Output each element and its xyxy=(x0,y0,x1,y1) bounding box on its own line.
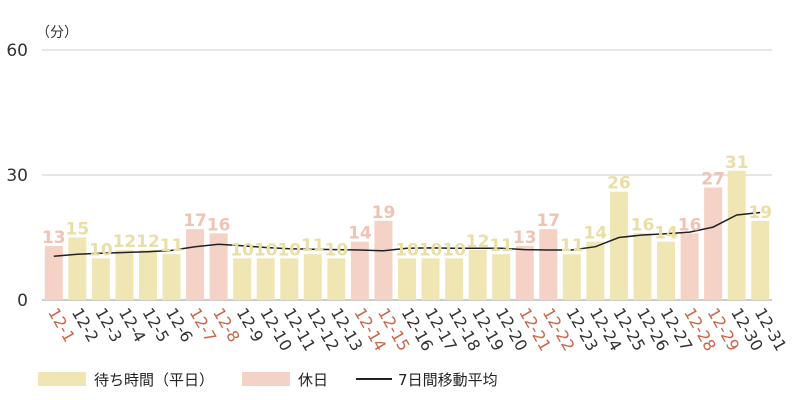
bar-value-label: 19 xyxy=(372,203,396,223)
holiday-bar xyxy=(350,241,369,300)
weekday-bar xyxy=(68,237,87,300)
holiday-bar xyxy=(209,233,228,300)
legend-average-label: 7日間移動平均 xyxy=(398,370,498,389)
weekday-bar xyxy=(492,254,511,300)
bar-value-label: 13 xyxy=(513,228,537,248)
bar-value-label: 19 xyxy=(748,203,772,223)
bar-value-label: 26 xyxy=(607,174,631,194)
legend-average-swatch xyxy=(356,378,393,380)
bar-value-label: 16 xyxy=(631,215,655,235)
holiday-bar xyxy=(539,229,558,300)
bar-value-label: 10 xyxy=(277,240,301,260)
bar-value-label: 10 xyxy=(395,240,419,260)
weekday-bar xyxy=(562,254,581,300)
bar-value-label: 12 xyxy=(136,232,160,252)
weekday-bar xyxy=(162,254,181,300)
legend-weekday-label: 待ち時間（平日） xyxy=(94,370,215,389)
bar-value-label: 14 xyxy=(348,224,372,244)
holiday-bar xyxy=(515,245,534,300)
holiday-bar xyxy=(680,233,699,300)
weekday-bar xyxy=(303,254,322,300)
bar-value-label: 16 xyxy=(207,215,231,235)
moving-average xyxy=(53,211,761,258)
bar-value-label: 10 xyxy=(325,240,349,260)
weekday-bar xyxy=(115,250,134,300)
holiday-bar xyxy=(374,220,393,300)
bar-value-label: 11 xyxy=(560,236,584,256)
y-tick-label: 30 xyxy=(6,166,28,186)
holiday-bar xyxy=(44,245,63,300)
bar-value-label: 10 xyxy=(442,240,466,260)
x-axis: 12-112-212-312-412-512-612-712-812-912-1… xyxy=(44,305,790,355)
legend-weekday-swatch xyxy=(38,372,86,386)
y-axis: 0 30 60 （分） xyxy=(6,25,78,311)
bar-value-label: 11 xyxy=(160,236,184,256)
y-tick-label: 0 xyxy=(17,291,28,311)
weekday-bar xyxy=(233,258,252,300)
legend-holiday-label: 休日 xyxy=(298,370,329,389)
weekday-bar xyxy=(751,220,770,300)
weekday-bar xyxy=(586,241,605,300)
weekday-bar xyxy=(398,258,416,300)
weekday-bar xyxy=(138,250,157,300)
bar-value-label: 10 xyxy=(230,240,254,260)
bar-value-label: 10 xyxy=(419,240,443,260)
weekday-bar xyxy=(633,233,652,300)
legend-weekday: 待ち時間（平日） xyxy=(38,369,214,390)
y-tick-label: 60 xyxy=(6,41,28,61)
weekday-bar xyxy=(280,258,299,300)
legend-holiday-swatch xyxy=(242,372,291,386)
moving-average-line xyxy=(53,211,761,258)
bar-value-label: 14 xyxy=(654,224,678,244)
bar-value-label: 10 xyxy=(89,240,113,260)
legend: 待ち時間（平日） 休日 7日間移動平均 xyxy=(38,369,526,389)
weekday-bar xyxy=(445,258,464,300)
weekday-bar xyxy=(727,170,746,300)
weekday-bar xyxy=(327,258,346,300)
legend-holiday: 休日 xyxy=(242,369,328,390)
bar-value-label: 11 xyxy=(489,236,513,256)
bar-value-label: 16 xyxy=(678,215,702,235)
weekday-bar xyxy=(468,250,487,300)
holiday-bar xyxy=(186,229,205,300)
weekday-bar xyxy=(421,258,440,300)
bar-value-label: 17 xyxy=(183,211,207,231)
bar-value-label: 17 xyxy=(536,211,560,231)
bar-value-label: 12 xyxy=(113,232,137,252)
bar-value-label: 15 xyxy=(65,220,89,240)
weekday-bar xyxy=(256,258,275,300)
weekday-bar xyxy=(657,241,676,300)
bar-value-label: 31 xyxy=(725,153,749,173)
bar-value-label: 27 xyxy=(701,170,725,190)
bar-value-label: 12 xyxy=(466,232,490,252)
bar-value-label: 10 xyxy=(254,240,278,260)
legend-average: 7日間移動平均 xyxy=(356,369,498,390)
weekday-bar xyxy=(91,258,110,300)
holiday-bar xyxy=(704,187,723,300)
bar-value-label: 14 xyxy=(584,224,608,244)
y-unit-label: （分） xyxy=(36,25,78,41)
weekday-bar xyxy=(609,191,628,300)
bar-value-label: 13 xyxy=(42,228,66,248)
bar-value-label: 11 xyxy=(301,236,325,256)
